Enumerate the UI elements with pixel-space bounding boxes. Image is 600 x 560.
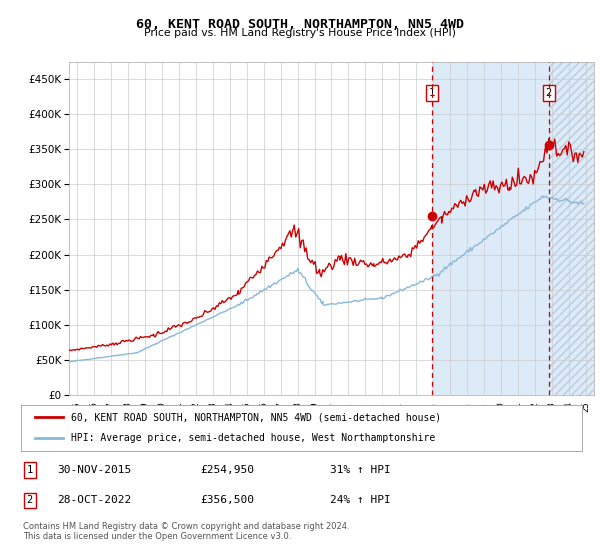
Text: 1: 1 (26, 465, 33, 475)
Text: 2: 2 (545, 88, 552, 98)
Text: 30-NOV-2015: 30-NOV-2015 (58, 465, 132, 475)
Text: HPI: Average price, semi-detached house, West Northamptonshire: HPI: Average price, semi-detached house,… (71, 433, 436, 444)
Bar (432, 62, 549, 395)
Bar (549, 62, 594, 395)
Text: 28-OCT-2022: 28-OCT-2022 (58, 496, 132, 506)
Text: £254,950: £254,950 (200, 465, 254, 475)
Text: Price paid vs. HM Land Registry's House Price Index (HPI): Price paid vs. HM Land Registry's House … (144, 28, 456, 38)
Text: 60, KENT ROAD SOUTH, NORTHAMPTON, NN5 4WD: 60, KENT ROAD SOUTH, NORTHAMPTON, NN5 4W… (136, 18, 464, 31)
Text: 60, KENT ROAD SOUTH, NORTHAMPTON, NN5 4WD (semi-detached house): 60, KENT ROAD SOUTH, NORTHAMPTON, NN5 4W… (71, 412, 442, 422)
Text: 24% ↑ HPI: 24% ↑ HPI (329, 496, 391, 506)
Text: 2: 2 (26, 496, 33, 506)
Text: 1: 1 (428, 88, 435, 98)
Text: Contains HM Land Registry data © Crown copyright and database right 2024.
This d: Contains HM Land Registry data © Crown c… (23, 522, 349, 542)
Text: 31% ↑ HPI: 31% ↑ HPI (329, 465, 391, 475)
Text: £356,500: £356,500 (200, 496, 254, 506)
Bar (549, 62, 594, 395)
